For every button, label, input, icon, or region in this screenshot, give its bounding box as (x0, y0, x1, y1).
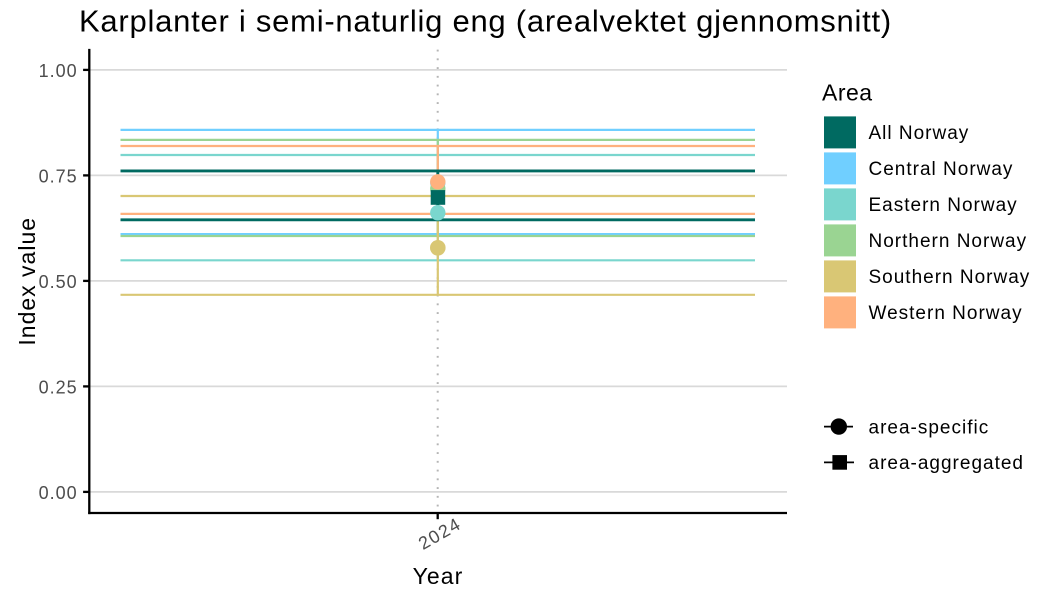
svg-text:Index value: Index value (14, 217, 40, 346)
svg-text:Northern Norway: Northern Norway (869, 231, 1028, 252)
svg-text:Western Norway: Western Norway (869, 303, 1023, 324)
svg-text:area-aggregated: area-aggregated (869, 453, 1025, 474)
svg-text:Karplanter i semi-naturlig eng: Karplanter i semi-naturlig eng (arealvek… (79, 4, 892, 39)
svg-text:area-specific: area-specific (869, 417, 990, 438)
svg-text:0.50: 0.50 (39, 272, 78, 292)
svg-text:0.75: 0.75 (39, 167, 78, 187)
svg-text:Year: Year (413, 563, 464, 589)
svg-text:0.25: 0.25 (39, 378, 78, 398)
svg-text:All Norway: All Norway (869, 123, 970, 144)
svg-text:Central Norway: Central Norway (869, 159, 1014, 180)
svg-text:1.00: 1.00 (39, 61, 78, 81)
svg-text:Southern Norway: Southern Norway (869, 267, 1031, 288)
svg-text:Area: Area (822, 79, 873, 105)
svg-text:0.00: 0.00 (39, 483, 78, 503)
svg-text:Eastern Norway: Eastern Norway (869, 195, 1018, 216)
